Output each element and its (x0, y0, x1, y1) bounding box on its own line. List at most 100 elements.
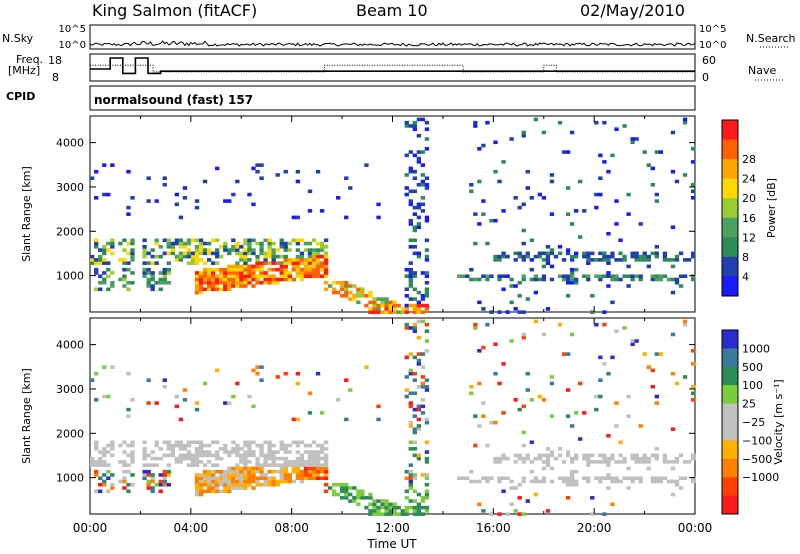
power-cell (287, 248, 292, 252)
power-cell (90, 258, 95, 262)
power-cell (170, 248, 175, 252)
power-cell (485, 274, 490, 278)
velocity-cell (126, 463, 131, 467)
power-cell (259, 245, 264, 249)
power-cell (255, 163, 260, 167)
power-cell (198, 251, 204, 256)
power-cell (202, 277, 208, 282)
power-cell (569, 277, 575, 282)
power-cell (493, 218, 498, 223)
power-cell (154, 199, 159, 203)
velocity-cell (307, 473, 313, 477)
power-cell (404, 124, 409, 128)
power-cell (356, 294, 361, 298)
power-cell (344, 215, 349, 220)
power-cell (561, 258, 567, 262)
power-cell (590, 310, 595, 314)
power-cell (525, 186, 530, 190)
velocity-cell (178, 453, 184, 458)
velocity-cell (259, 482, 264, 487)
power-cell (223, 284, 228, 288)
velocity-cell (275, 479, 280, 484)
velocity-cell (154, 440, 159, 445)
power-cell (211, 280, 216, 285)
velocity-cell (315, 473, 321, 477)
power-cell (202, 267, 208, 272)
ytick-label: 3000 (56, 181, 84, 194)
power-cell (469, 189, 474, 194)
velocity-cell (178, 417, 184, 422)
power-cell (158, 254, 163, 259)
velocity-cell (368, 509, 373, 513)
power-cell (646, 163, 651, 167)
velocity-cell (517, 407, 522, 412)
velocity-cell (521, 460, 526, 464)
velocity-cell (243, 486, 248, 490)
power-cell (215, 261, 220, 265)
power-cell (638, 277, 643, 282)
velocity-cell (465, 476, 470, 480)
power-cell (94, 238, 99, 243)
power-cell (360, 290, 365, 295)
power-cell (404, 274, 409, 278)
power-cell (243, 258, 248, 262)
power-cell (408, 199, 413, 203)
power-cell (408, 284, 413, 288)
velocity-cell (416, 453, 422, 458)
power-cell (211, 287, 216, 292)
power-cell (267, 280, 272, 285)
power-cell (206, 287, 212, 292)
power-cell (424, 186, 430, 190)
velocity-cell (106, 463, 111, 467)
power-cell (202, 248, 208, 252)
power-cell (215, 284, 220, 288)
velocity-cell (263, 479, 268, 484)
velocity-cell (408, 476, 413, 480)
power-cell (606, 231, 611, 236)
power-cell (360, 294, 365, 298)
velocity-cell (146, 469, 151, 474)
velocity-cell (392, 505, 397, 510)
velocity-cell (674, 460, 680, 464)
velocity-cell (215, 453, 220, 458)
velocity-cell (348, 499, 353, 503)
velocity-cell (412, 453, 417, 458)
velocity-cell (243, 463, 248, 467)
power-cell (194, 271, 200, 275)
power-cell (158, 280, 163, 285)
power-cell (279, 254, 284, 259)
power-cell (424, 254, 430, 259)
power-cell (198, 274, 204, 278)
velocity-cell (521, 479, 526, 484)
velocity-cell (299, 479, 305, 484)
velocity-cell (654, 456, 659, 461)
velocity-cell (545, 456, 551, 461)
power-cell (388, 307, 393, 311)
velocity-cell (267, 450, 272, 454)
power-cell (336, 280, 341, 285)
power-cell (473, 124, 478, 128)
power-cell (98, 274, 103, 278)
velocity-cell (469, 469, 474, 474)
velocity-cell (646, 365, 651, 369)
velocity-cell (400, 512, 405, 516)
velocity-cell (610, 479, 615, 484)
velocity-cell (263, 473, 268, 477)
power-cell (485, 241, 490, 246)
velocity-cell (239, 479, 244, 484)
power-cell (251, 264, 256, 269)
power-cell (323, 287, 329, 292)
power-cell (223, 277, 228, 282)
velocity-cell (315, 463, 321, 467)
power-cell (521, 130, 526, 135)
velocity-cell (235, 476, 240, 480)
power-cell (275, 280, 280, 285)
velocity-cell (202, 476, 208, 480)
velocity-cell (533, 456, 538, 461)
velocity-cell (424, 476, 430, 480)
power-cell (126, 261, 131, 265)
power-cell (412, 189, 417, 194)
velocity-cell (424, 329, 430, 333)
power-cell (122, 284, 127, 288)
